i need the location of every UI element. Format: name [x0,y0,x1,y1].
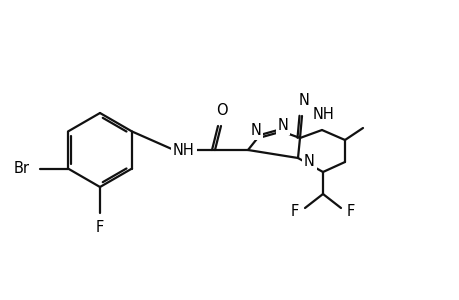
Text: F: F [95,220,104,235]
Text: NH: NH [173,142,195,158]
Text: N: N [303,154,314,169]
Text: O: O [216,103,227,118]
Text: NH: NH [313,107,334,122]
Text: N: N [277,118,288,133]
Text: Br: Br [14,161,30,176]
Text: N: N [298,93,309,108]
Text: N: N [250,122,261,137]
Text: F: F [346,203,354,218]
Text: F: F [290,203,298,218]
